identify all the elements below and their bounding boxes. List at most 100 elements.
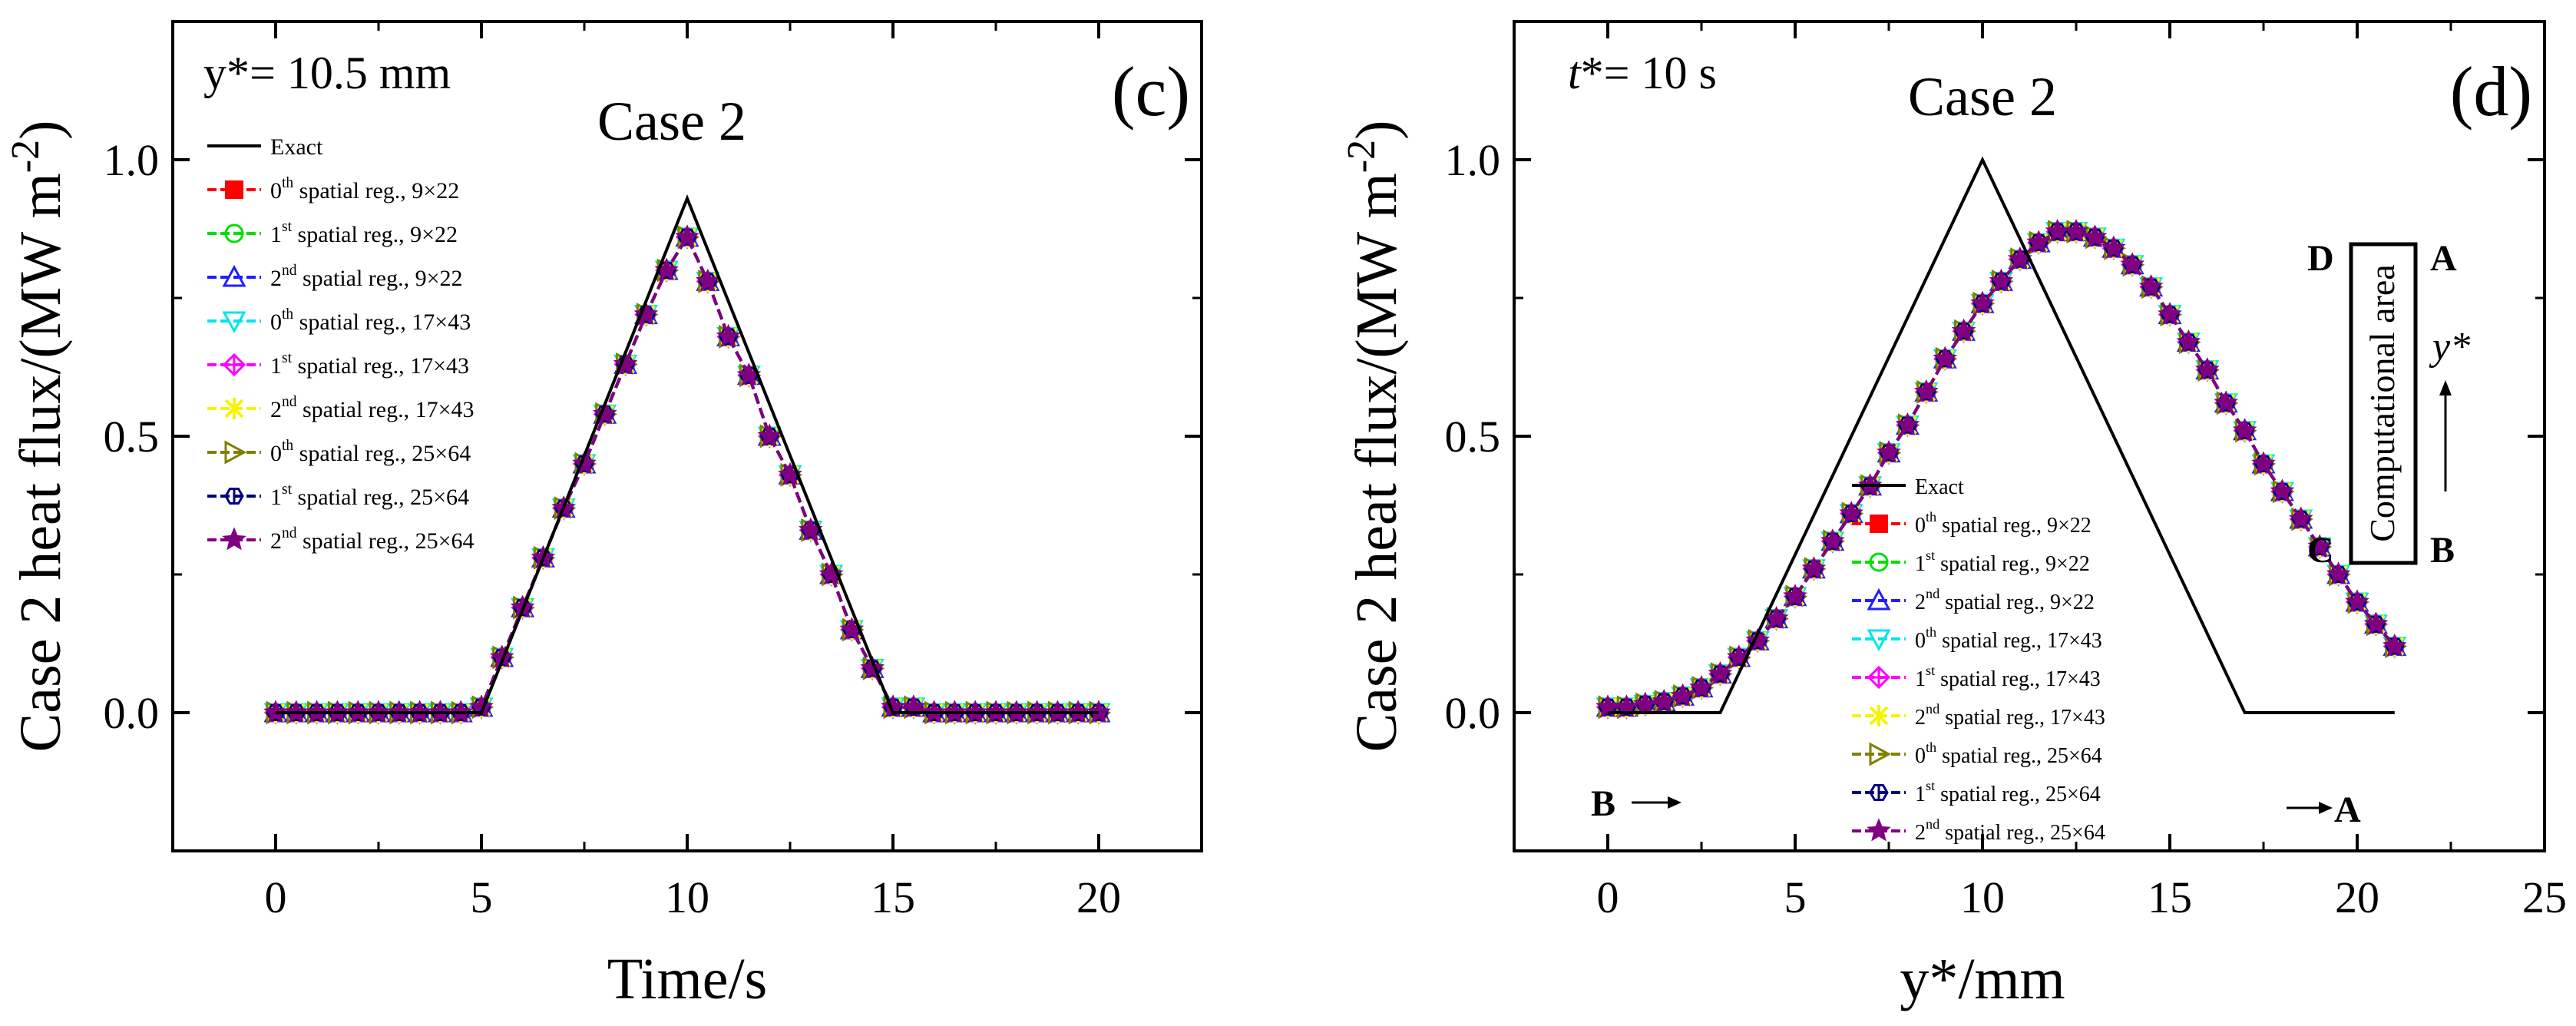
x-tick-label: 10 (665, 872, 709, 922)
data-point (1933, 346, 1957, 369)
inset-box (2349, 242, 2418, 565)
inset-label-d: D (2307, 238, 2334, 279)
legend-marker (222, 527, 246, 551)
data-point (2064, 218, 2088, 243)
x-tick-label: 25 (2522, 872, 2567, 922)
legend-marker (224, 440, 247, 465)
data-point (1914, 379, 1939, 402)
legend-entry-r1_9: 1st spatial reg., 9×22 (1852, 548, 2090, 576)
panel-c: 0 5 10 15 20 0.0 0.5 1.0 Case 2 heat flux/(MW m… (4, 20, 1203, 1011)
data-point (2363, 611, 2389, 635)
series-r2_17 (266, 226, 1109, 723)
data-point (2251, 451, 2276, 475)
legend-label: 2nd spatial reg., 17×43 (1915, 701, 2105, 730)
series-r2_9 (263, 224, 1111, 723)
legend-marker (1869, 552, 1889, 572)
legend-label: 0th spatial reg., 25×64 (270, 438, 471, 466)
legend-label: 0th spatial reg., 17×43 (270, 306, 471, 335)
y-tick-label: 0.0 (104, 688, 160, 738)
data-point (757, 423, 782, 447)
data-point (716, 323, 741, 347)
legend-entry-exact: Exact (1852, 475, 1964, 499)
legend-label: 1st spatial reg., 17×43 (1915, 663, 2101, 691)
legend-marker (1870, 515, 1888, 533)
chart-title: Case 2 (597, 91, 746, 152)
data-point (1689, 674, 1714, 699)
legend-entry-r1_17: 1st spatial reg., 17×43 (1852, 663, 2101, 691)
series-line (276, 233, 1099, 714)
x-tick-label: 20 (2335, 872, 2379, 922)
legend-entry-r0_25: 0th spatial reg., 25×64 (1852, 740, 2102, 768)
data-point (1764, 605, 1789, 630)
data-point (1652, 688, 1676, 713)
x-tick-label: 5 (1784, 872, 1807, 922)
chart-title: Case 2 (1908, 66, 2057, 127)
legend-marker (225, 180, 243, 199)
series-r2_25 (1596, 218, 2407, 718)
data-point (696, 268, 720, 292)
series-r2_25 (263, 224, 1111, 723)
legend-entry-r0_9: 0th spatial reg., 9×22 (1852, 509, 2092, 538)
data-point (633, 301, 659, 326)
series-line (276, 233, 1099, 714)
legend-entry-r1_25: 1st spatial reg., 25×64 (207, 482, 469, 510)
y-tick-label: 1.0 (104, 135, 160, 185)
arrow-a-head (2319, 802, 2333, 814)
legend-marker (222, 311, 246, 334)
data-point (2195, 356, 2220, 381)
condition-annotation: y*= 10.5 mm (203, 48, 451, 98)
y-tick-label: 0.5 (104, 412, 160, 462)
legend-label: 0th spatial reg., 17×43 (1915, 624, 2102, 653)
legend-entry-r2_17: 2nd spatial reg., 17×43 (207, 394, 475, 422)
inset-label-a: A (2430, 238, 2457, 279)
legend: Exact 0th spatial reg., 9×22 1st spatial r… (1852, 475, 2105, 845)
y-axis-label: Case 2 heat flux/(MW m-2) (1340, 121, 1409, 753)
legend-marker (224, 223, 244, 243)
x-tick-label: 15 (871, 872, 915, 922)
arrow-b-head (1668, 796, 1682, 809)
x-tick-label: 5 (471, 872, 493, 922)
data-point (2289, 506, 2313, 530)
legend-marker (224, 398, 244, 419)
data-point (1970, 290, 1995, 314)
legend-entry-r0_9: 0th spatial reg., 9×22 (207, 175, 459, 204)
series-line (276, 233, 1099, 714)
series-line (276, 233, 1099, 714)
legend-label: Exact (1915, 475, 1964, 499)
legend-entry-r1_17: 1st spatial reg., 17×43 (207, 350, 469, 379)
data-point (2176, 329, 2201, 353)
data-point (2158, 301, 2182, 326)
y-tick-label: 1.0 (1445, 135, 1501, 185)
data-point (818, 561, 844, 585)
series-r1_17 (263, 225, 1111, 725)
exact-line (1608, 156, 2395, 714)
series-layer (263, 194, 1112, 726)
computational-area-inset: D A C B Computational area y* (2307, 238, 2470, 571)
data-point (2138, 273, 2164, 298)
legend-marker (1867, 665, 1891, 690)
legend-label: 1st spatial reg., 9×22 (270, 219, 458, 247)
data-point (2082, 224, 2108, 248)
series-r0_9 (266, 227, 1108, 722)
series-line (276, 233, 1099, 714)
legend-label: 2nd spatial reg., 9×22 (270, 263, 463, 291)
data-point (1877, 439, 1901, 464)
inset-text: Computational area (2363, 264, 2402, 542)
series-line (276, 233, 1099, 714)
panel-label: (c) (1112, 52, 1190, 131)
data-point (1708, 660, 1733, 685)
legend-entry-r0_25: 0th spatial reg., 25×64 (207, 438, 471, 466)
legend-entry-r2_9: 2nd spatial reg., 9×22 (1852, 586, 2095, 614)
legend-label: 1st spatial reg., 25×64 (270, 482, 469, 510)
x-tick-label: 0 (1597, 872, 1619, 922)
inset-axis-label: y* (2429, 325, 2470, 369)
legend-marker (222, 352, 246, 377)
data-point (1633, 691, 1658, 715)
data-point (1839, 501, 1863, 525)
legend-marker (224, 487, 244, 505)
data-point (1670, 683, 1695, 707)
data-point (675, 224, 699, 248)
data-point (1801, 556, 1827, 580)
legend-marker (1869, 783, 1889, 802)
